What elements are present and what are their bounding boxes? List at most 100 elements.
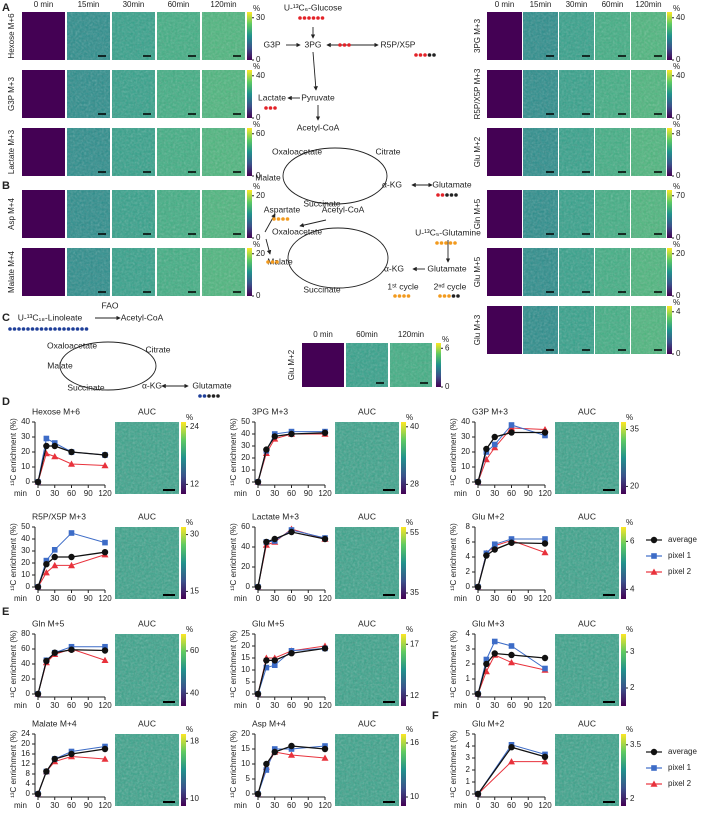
legend-label: pixel 1 bbox=[668, 763, 692, 772]
data-point bbox=[321, 745, 329, 753]
auc-texture bbox=[555, 422, 619, 494]
auc-texture bbox=[115, 527, 179, 599]
series-line bbox=[257, 528, 326, 588]
x-tick-label: 60 bbox=[507, 701, 516, 710]
heatmap-texture bbox=[631, 306, 666, 354]
heatmap-texture bbox=[559, 12, 594, 60]
auc-title: AUC bbox=[138, 618, 156, 628]
colorbar bbox=[181, 634, 186, 706]
data-point bbox=[263, 664, 270, 671]
column-header: 0 min bbox=[495, 0, 515, 9]
colorbar-tick-label: 17 bbox=[410, 639, 419, 648]
metabolite: α-KG bbox=[384, 263, 404, 273]
data-point bbox=[541, 429, 549, 436]
data-point bbox=[68, 646, 75, 653]
heatmap-texture bbox=[559, 306, 594, 354]
data-point bbox=[254, 583, 262, 591]
data-point bbox=[541, 753, 549, 760]
heatmap-texture bbox=[157, 190, 200, 238]
carbon-dot bbox=[272, 217, 276, 221]
x-tick-label: 90 bbox=[84, 801, 93, 810]
metabolite: 1ˢᵗ cycle bbox=[387, 281, 418, 291]
column-header: 30min bbox=[566, 0, 588, 9]
colorbar-unit: % bbox=[186, 625, 193, 634]
y-tick-label: 0 bbox=[246, 477, 251, 486]
colorbar bbox=[247, 248, 252, 296]
data-point bbox=[508, 643, 515, 649]
colorbar bbox=[667, 128, 672, 176]
x-tick-label: 30 bbox=[270, 701, 279, 710]
carbon-dot bbox=[406, 294, 411, 298]
colorbar-tick-label: 30 bbox=[256, 13, 265, 22]
y-tick-label: 4 bbox=[466, 629, 471, 638]
colorbar bbox=[621, 634, 626, 706]
carbon-dot bbox=[12, 327, 17, 331]
y-tick-label: 40 bbox=[21, 534, 30, 543]
y-tick-label: 30 bbox=[461, 432, 470, 441]
x-tick-label: 0 bbox=[476, 594, 481, 603]
auc-title: AUC bbox=[578, 406, 596, 416]
auc-title: AUC bbox=[358, 406, 376, 416]
heatmap-texture bbox=[631, 70, 666, 118]
metabolite: U-¹³C₅-Glutamine bbox=[415, 227, 481, 237]
colorbar bbox=[181, 422, 186, 494]
series-line bbox=[477, 427, 546, 483]
y-tick-label: 50 bbox=[21, 522, 30, 531]
y-tick-label: 40 bbox=[241, 542, 250, 551]
x-tick-label: 30 bbox=[50, 489, 59, 498]
y-tick-label: 15 bbox=[241, 653, 250, 662]
legend-marker bbox=[650, 568, 658, 575]
x-tick-label: 120 bbox=[538, 489, 552, 498]
carbon-dot bbox=[444, 241, 448, 245]
colorbar-unit: % bbox=[673, 120, 680, 129]
y-tick-label: 24 bbox=[21, 729, 30, 738]
colorbar-tick-label: 28 bbox=[410, 480, 419, 489]
legend-marker bbox=[650, 780, 658, 787]
chart-title: Asp M+4 bbox=[252, 718, 286, 728]
auc-texture bbox=[555, 634, 619, 706]
column-header: 15min bbox=[78, 0, 100, 9]
chart-title: R5P/X5P M+3 bbox=[32, 511, 86, 521]
heatmap-texture bbox=[202, 12, 245, 60]
x-axis-label: min bbox=[14, 489, 27, 498]
x-tick-label: 120 bbox=[98, 701, 112, 710]
data-point bbox=[34, 790, 42, 798]
auc-title: AUC bbox=[358, 718, 376, 728]
data-point bbox=[51, 442, 58, 450]
x-tick-label: 60 bbox=[67, 801, 76, 810]
panel-letter: A bbox=[2, 2, 10, 14]
x-axis-label: min bbox=[454, 489, 467, 498]
data-point bbox=[508, 659, 515, 666]
y-tick-label: 10 bbox=[461, 462, 470, 471]
x-axis-label: min bbox=[14, 594, 27, 603]
heatmap-texture bbox=[202, 190, 245, 238]
metabolite: U-¹³C₁₈-Linoleate bbox=[18, 312, 83, 322]
colorbar-tick-label: 55 bbox=[410, 528, 419, 537]
heatmap-texture bbox=[559, 128, 594, 176]
x-tick-label: 120 bbox=[538, 801, 552, 810]
legend-label: pixel 2 bbox=[668, 567, 692, 576]
data-point bbox=[321, 429, 329, 436]
metabolite: Acetyl-CoA bbox=[322, 204, 365, 214]
data-point bbox=[68, 561, 75, 569]
y-tick-label: 20 bbox=[21, 739, 30, 748]
heatmap-texture bbox=[631, 248, 666, 296]
x-axis-label: min bbox=[234, 801, 247, 810]
carbon-dot bbox=[347, 43, 351, 47]
row-label: G3P M+3 bbox=[7, 77, 16, 111]
y-tick-label: 40 bbox=[21, 417, 30, 426]
column-header: 0 min bbox=[34, 0, 54, 9]
data-point bbox=[43, 561, 50, 568]
metabolite: Acetyl-CoA bbox=[297, 122, 340, 132]
colorbar-unit: % bbox=[673, 62, 680, 71]
y-tick-label: 0 bbox=[26, 789, 31, 798]
auc-texture bbox=[115, 422, 179, 494]
y-tick-label: 60 bbox=[21, 644, 30, 653]
carbon-dot bbox=[418, 53, 423, 57]
data-point bbox=[483, 552, 490, 559]
data-point bbox=[101, 462, 109, 469]
y-tick-label: 2 bbox=[466, 659, 471, 668]
carbon-dot bbox=[298, 16, 302, 20]
panel-letter: F bbox=[432, 710, 439, 722]
x-tick-label: 60 bbox=[507, 489, 516, 498]
